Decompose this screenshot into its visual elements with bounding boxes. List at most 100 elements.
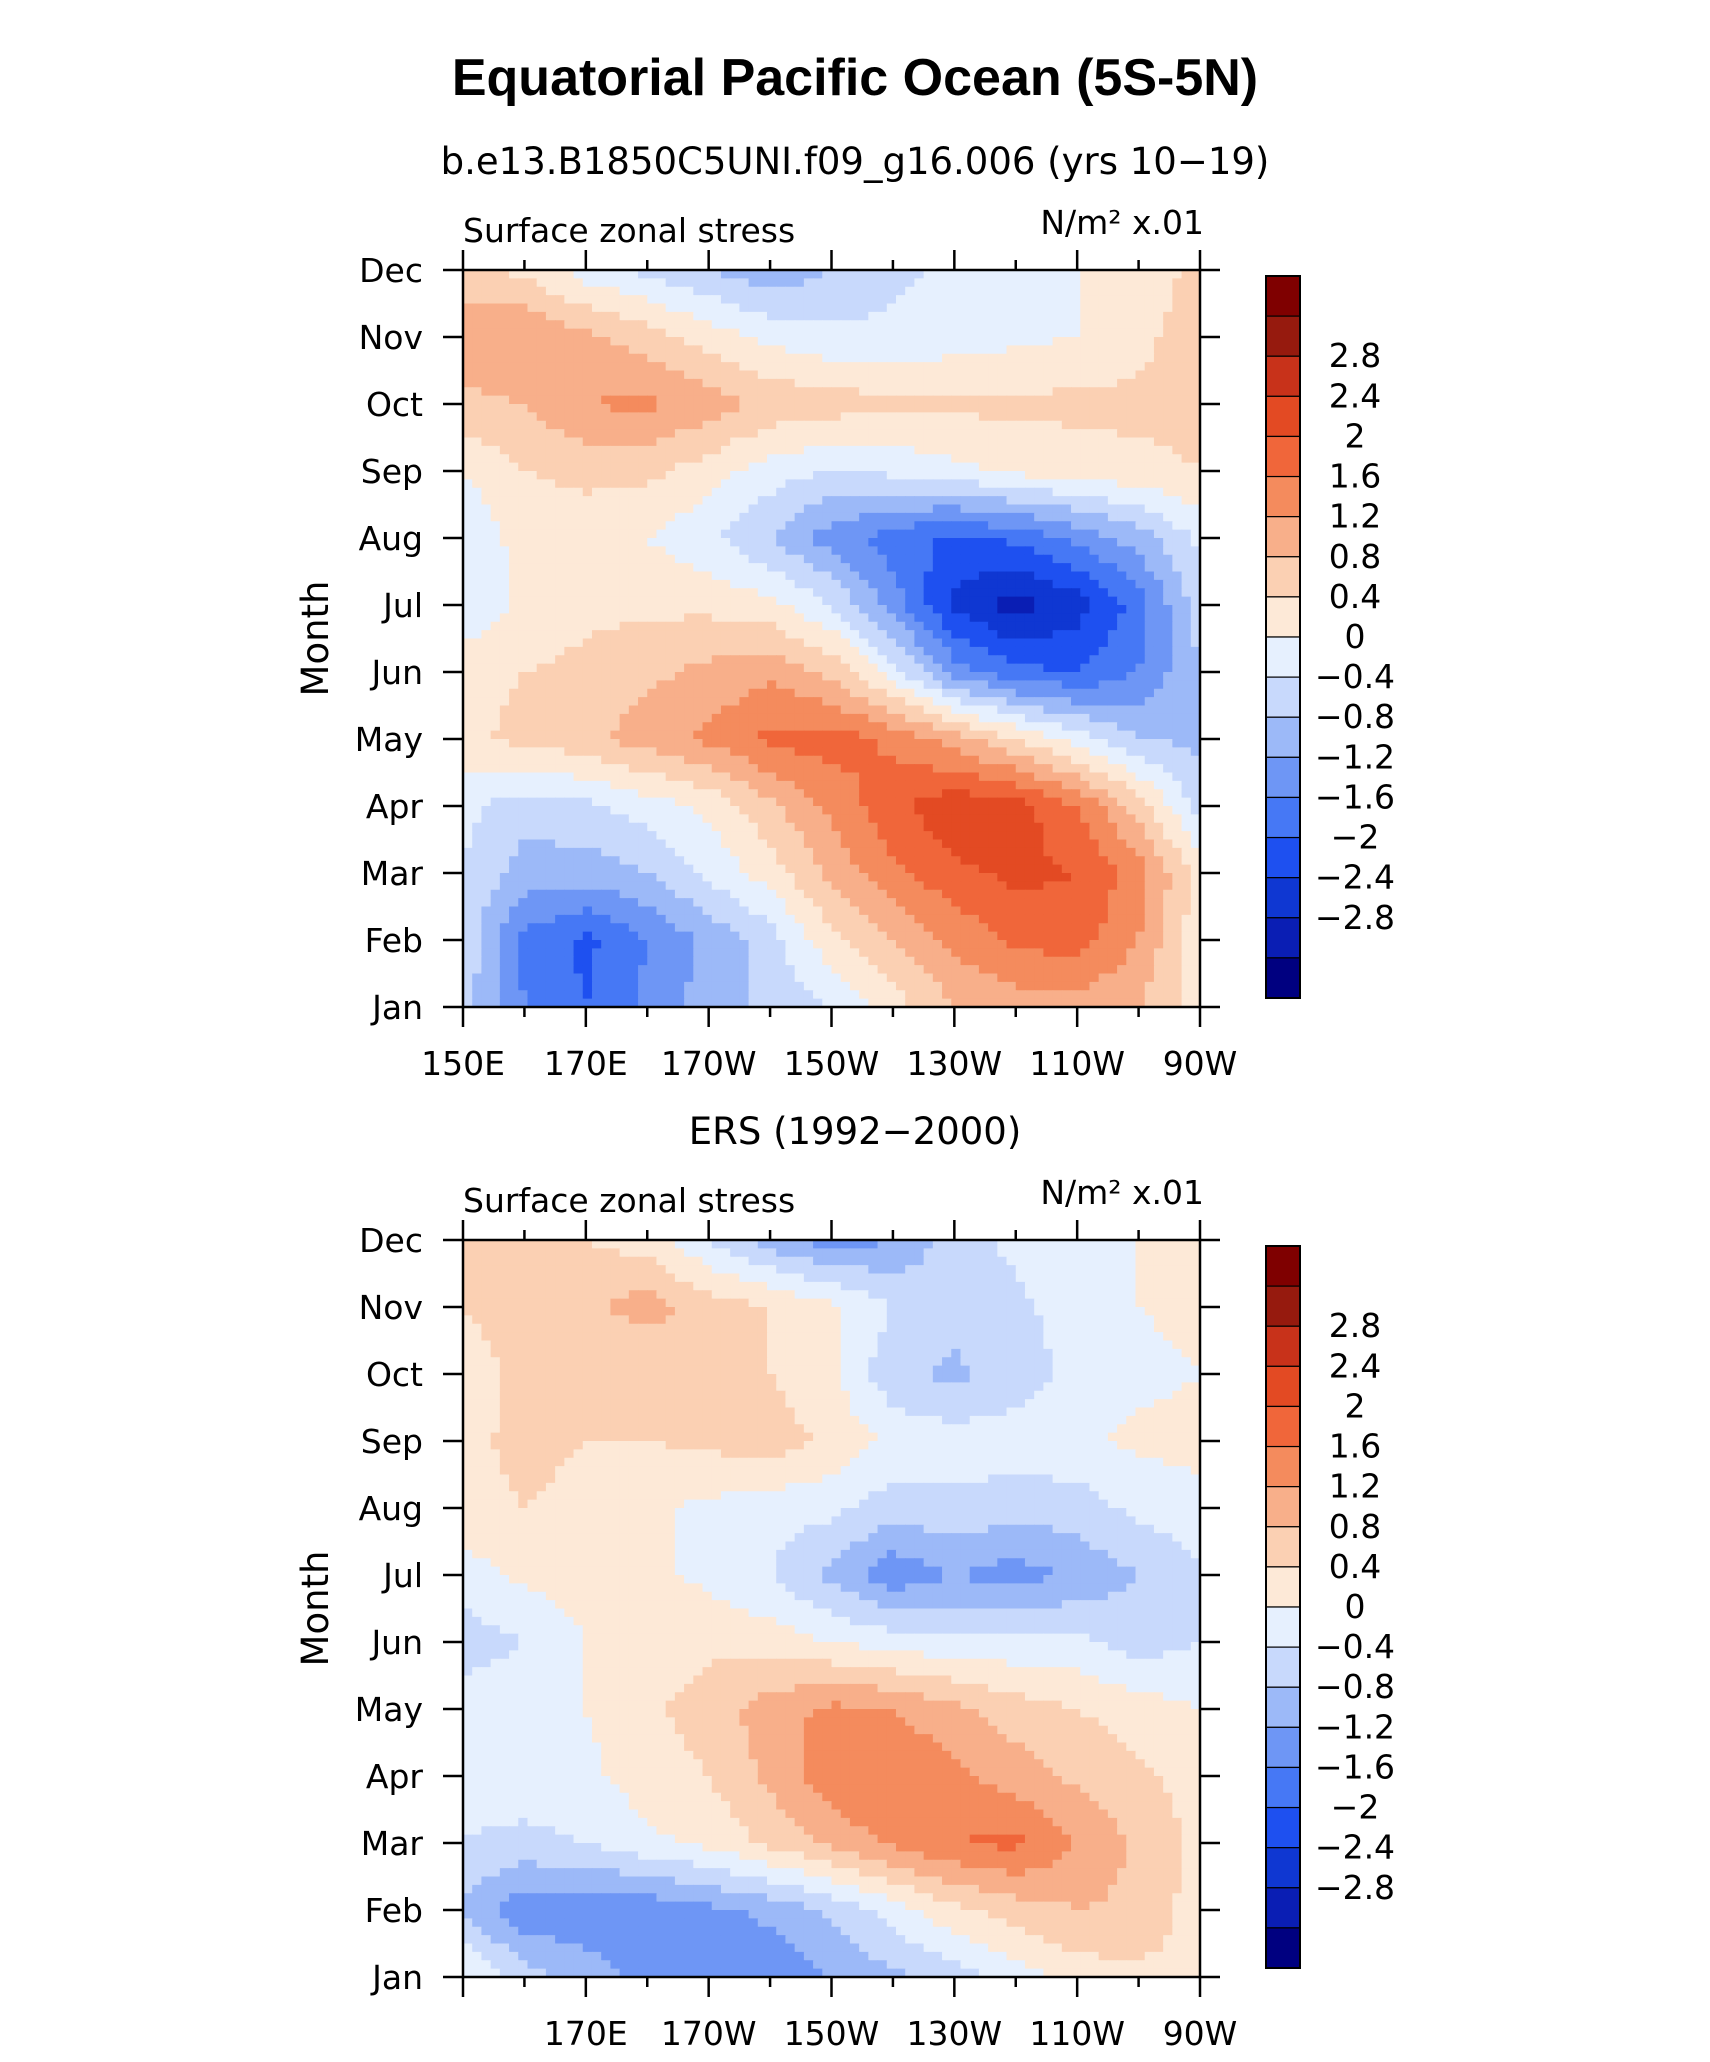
heatmap-cell — [1172, 421, 1182, 430]
heatmap-cell — [730, 304, 740, 313]
heatmap-cell — [730, 429, 740, 438]
heatmap-cell — [1062, 714, 1072, 723]
heatmap-cell — [1043, 521, 1053, 530]
heatmap-cell — [693, 438, 703, 447]
heatmap-cell — [564, 538, 574, 547]
heatmap-cell — [896, 354, 906, 363]
heatmap-cell — [564, 412, 574, 421]
heatmap-cell — [887, 756, 897, 765]
heatmap-cell — [509, 312, 519, 321]
heatmap-cell — [767, 345, 777, 354]
heatmap-cell — [1099, 538, 1109, 547]
heatmap-cell — [832, 680, 842, 689]
heatmap-cell — [500, 295, 510, 304]
heatmap-field — [463, 270, 1201, 1008]
heatmap-cell — [795, 404, 805, 413]
heatmap-cell — [491, 739, 501, 748]
heatmap-cell — [675, 320, 685, 329]
heatmap-cell — [620, 320, 630, 329]
heatmap-cell — [1117, 756, 1127, 765]
heatmap-cell — [1062, 438, 1072, 447]
heatmap-cell — [758, 513, 768, 522]
heatmap-cell — [500, 329, 510, 338]
heatmap-cell — [601, 781, 611, 790]
heatmap-cell — [767, 479, 777, 488]
heatmap-cell — [859, 438, 869, 447]
heatmap-cell — [795, 287, 805, 296]
heatmap-cell — [924, 387, 934, 396]
heatmap-cell — [979, 739, 989, 748]
heatmap-cell — [601, 714, 611, 723]
heatmap-cell — [555, 295, 565, 304]
heatmap-cell — [693, 379, 703, 388]
heatmap-cell — [804, 781, 814, 790]
heatmap-cell — [813, 362, 823, 371]
heatmap-cell — [1154, 546, 1164, 555]
heatmap-cell — [629, 731, 639, 740]
heatmap-cell — [564, 404, 574, 413]
heatmap-cell — [583, 287, 593, 296]
heatmap-cell — [491, 689, 501, 698]
heatmap-cell — [564, 789, 574, 798]
heatmap-cell — [1136, 597, 1146, 606]
heatmap-cell — [1034, 496, 1044, 505]
heatmap-cell — [1126, 488, 1136, 497]
heatmap-cell — [1043, 580, 1053, 589]
heatmap-cell — [537, 622, 547, 631]
heatmap-cell — [1080, 773, 1090, 782]
heatmap-cell — [979, 320, 989, 329]
heatmap-cell — [1145, 680, 1155, 689]
heatmap-cell — [647, 555, 657, 564]
heatmap-cell — [472, 689, 482, 698]
heatmap-cell — [675, 371, 685, 380]
heatmap-cell — [887, 362, 897, 371]
heatmap-cell — [1108, 387, 1118, 396]
heatmap-cell — [574, 404, 584, 413]
heatmap-cell — [620, 538, 630, 547]
heatmap-cell — [601, 664, 611, 673]
heatmap-cell — [583, 672, 593, 681]
heatmap-cell — [703, 320, 713, 329]
heatmap-cell — [1034, 530, 1044, 539]
heatmap-cell — [1007, 722, 1017, 731]
heatmap-cell — [703, 505, 713, 514]
heatmap-cell — [878, 588, 888, 597]
heatmap-cell — [841, 546, 851, 555]
heatmap-cell — [896, 513, 906, 522]
heatmap-cell — [481, 270, 491, 279]
heatmap-cell — [721, 639, 731, 648]
heatmap-cell — [896, 496, 906, 505]
heatmap-cell — [960, 764, 970, 773]
heatmap-cell — [988, 345, 998, 354]
heatmap-cell — [822, 706, 832, 715]
heatmap-cell — [841, 521, 851, 530]
heatmap-cell — [472, 320, 482, 329]
heatmap-cell — [758, 639, 768, 648]
heatmap-cell — [1163, 387, 1173, 396]
heatmap-cell — [795, 396, 805, 405]
heatmap-cell — [1053, 438, 1063, 447]
heatmap-cell — [859, 471, 869, 480]
heatmap-cell — [1099, 580, 1109, 589]
heatmap-cell — [832, 739, 842, 748]
heatmap-cell — [1016, 354, 1026, 363]
heatmap-cell — [795, 655, 805, 664]
heatmap-cell — [970, 505, 980, 514]
heatmap-cell — [555, 672, 565, 681]
heatmap-cell — [749, 329, 759, 338]
heatmap-cell — [656, 622, 666, 631]
heatmap-cell — [629, 463, 639, 472]
heatmap-cell — [850, 546, 860, 555]
heatmap-cell — [1016, 689, 1026, 698]
heatmap-cell — [1099, 664, 1109, 673]
heatmap-cell — [721, 630, 731, 639]
heatmap-cell — [1163, 588, 1173, 597]
heatmap-cell — [684, 387, 694, 396]
heatmap-cell — [472, 697, 482, 706]
heatmap-cell — [518, 354, 528, 363]
heatmap-cell — [666, 580, 676, 589]
heatmap-cell — [1182, 689, 1192, 698]
heatmap-cell — [868, 546, 878, 555]
heatmap-cell — [537, 278, 547, 287]
heatmap-cell — [924, 354, 934, 363]
